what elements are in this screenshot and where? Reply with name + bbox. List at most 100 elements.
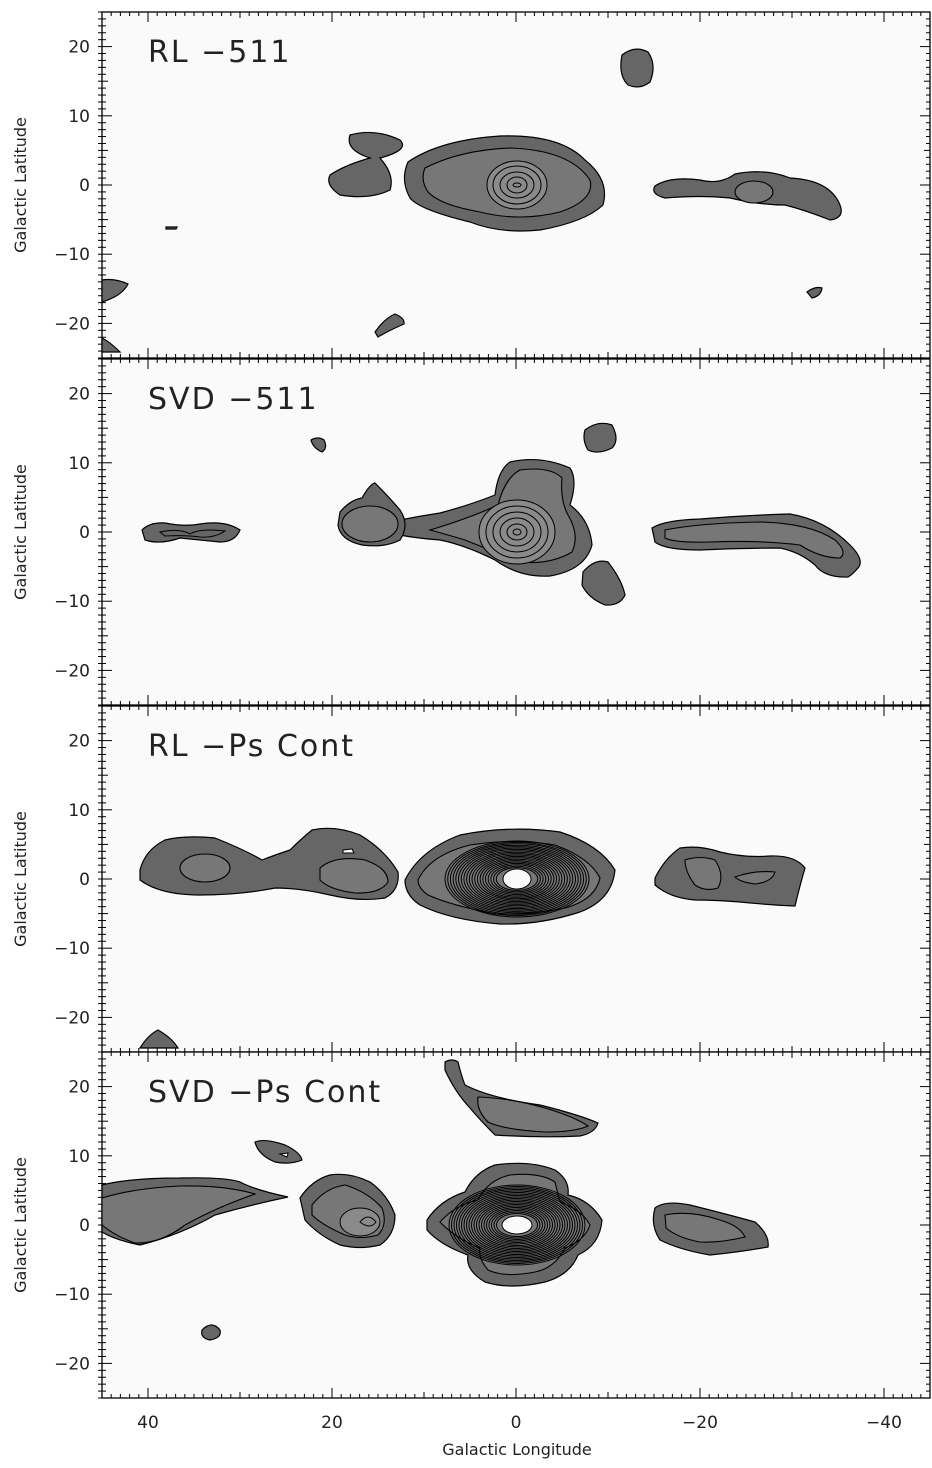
contour-top-right bbox=[620, 48, 654, 88]
y-tick-label: −10 bbox=[54, 1285, 90, 1305]
y-tick-label: 10 bbox=[68, 801, 90, 821]
y-tick-label: 0 bbox=[79, 1216, 90, 1236]
contour-ring bbox=[449, 843, 585, 915]
contour-left-blob-inner bbox=[341, 505, 399, 543]
y-axis-label: Galactic Latitude bbox=[11, 117, 30, 253]
y-tick-label: 10 bbox=[68, 107, 90, 127]
x-tick-label: 0 bbox=[511, 1413, 522, 1433]
contour-right-arm-inner bbox=[734, 180, 774, 204]
contour-ring bbox=[466, 1195, 568, 1255]
y-axis-label: Galactic Latitude bbox=[11, 811, 30, 947]
panel-label: SVD −Ps Cont bbox=[148, 1075, 382, 1110]
contour-small bbox=[310, 437, 327, 453]
y-tick-label: −20 bbox=[54, 661, 90, 681]
y-tick-label: 0 bbox=[79, 176, 90, 196]
contour-ring bbox=[485, 861, 549, 897]
contour-ring bbox=[458, 847, 576, 911]
contour-rings-central bbox=[444, 840, 590, 918]
panel-rl-ps-cont: 20 10 0 −10 −20 RL −Ps Cont Galactic Latitud… bbox=[11, 705, 931, 1053]
contour-left-inner-1 bbox=[179, 853, 231, 883]
y-tick-label: 0 bbox=[79, 870, 90, 890]
y-tick-label: 20 bbox=[68, 385, 90, 405]
contour-far-left bbox=[141, 522, 241, 543]
panel-label: SVD −511 bbox=[148, 382, 319, 417]
y-axis-label: Galactic Latitude bbox=[11, 464, 30, 600]
y-tick-label: −10 bbox=[54, 592, 90, 612]
contour-ring bbox=[458, 1190, 576, 1260]
contour-far-left-inner bbox=[101, 1185, 257, 1244]
contour-ring bbox=[468, 1196, 566, 1254]
contour-ring bbox=[473, 1199, 561, 1251]
y-tick-label: 10 bbox=[68, 1147, 90, 1167]
contour-ring bbox=[448, 1184, 586, 1266]
contour-small-1 bbox=[374, 313, 405, 338]
contour-regions bbox=[101, 1059, 769, 1341]
contour-ring bbox=[481, 1204, 553, 1246]
contour-ring bbox=[476, 1201, 558, 1249]
contour-ring bbox=[466, 851, 568, 907]
contour-ring bbox=[463, 1193, 571, 1257]
contour-core-5 bbox=[512, 182, 522, 188]
x-axis-label: Galactic Longitude bbox=[442, 1440, 591, 1459]
contour-ring bbox=[460, 848, 574, 910]
y-tick-label: 20 bbox=[68, 38, 90, 58]
contour-ring bbox=[478, 1202, 556, 1248]
contour-right bbox=[654, 846, 806, 907]
contour-edge-left bbox=[101, 278, 129, 303]
y-tick-label: −20 bbox=[54, 314, 90, 334]
contour-mid-left-peak bbox=[359, 1216, 377, 1227]
y-tick-label: −10 bbox=[54, 939, 90, 959]
contour-edge-corner bbox=[101, 337, 122, 353]
contour-ring bbox=[493, 865, 541, 893]
y-axis-label: Galactic Latitude bbox=[11, 1157, 30, 1293]
contour-top-streak-inner bbox=[477, 1096, 590, 1133]
contour-ring bbox=[495, 867, 539, 891]
x-tick-label: −20 bbox=[682, 1413, 718, 1433]
panel-rl-511: 20 10 0 −10 −20 RL −511 Galactic Latitude bbox=[11, 11, 931, 359]
contour-rings-central bbox=[448, 1184, 586, 1266]
y-tick-label: 10 bbox=[68, 454, 90, 474]
contour-ring bbox=[496, 1213, 538, 1237]
contour-left-hole bbox=[342, 848, 355, 854]
contour-far-left-inner bbox=[158, 529, 227, 538]
contour-core-1 bbox=[478, 499, 556, 565]
contour-ring bbox=[476, 857, 558, 901]
contour-tiny bbox=[165, 226, 178, 230]
contour-peak-hole bbox=[502, 868, 532, 890]
x-axis: 40 20 0 −20 −40 bbox=[137, 1413, 902, 1433]
contour-core-2 bbox=[485, 505, 549, 559]
contour-ring bbox=[468, 853, 566, 905]
contour-ring bbox=[447, 841, 587, 917]
contour-right-inner-2 bbox=[733, 871, 776, 885]
contour-core-1 bbox=[486, 160, 548, 210]
contour-core-3 bbox=[492, 511, 542, 553]
contour-ring bbox=[456, 1189, 578, 1261]
contour-core-4 bbox=[499, 517, 535, 547]
contour-right-arm-inner bbox=[664, 521, 844, 559]
y-tick-label: −20 bbox=[54, 1354, 90, 1374]
contour-core-5 bbox=[506, 523, 528, 541]
contour-ring bbox=[455, 846, 579, 912]
y-tick-label: 20 bbox=[68, 732, 90, 752]
contour-top-right bbox=[583, 422, 617, 453]
contour-ring bbox=[451, 1186, 583, 1264]
contour-left-inner-2 bbox=[319, 858, 389, 894]
panel-label: RL −511 bbox=[148, 35, 292, 70]
contour-right-inner-1 bbox=[684, 856, 722, 891]
contour-ring bbox=[452, 844, 582, 914]
contour-ring bbox=[493, 1211, 541, 1239]
contour-regions bbox=[138, 827, 806, 1049]
contour-ring bbox=[453, 1187, 581, 1263]
contour-ring bbox=[474, 855, 560, 903]
contour-core-2 bbox=[492, 165, 542, 205]
contour-bottom-edge bbox=[138, 1029, 180, 1049]
contour-ring bbox=[444, 840, 590, 918]
x-tick-label: 40 bbox=[137, 1413, 159, 1433]
contour-ring bbox=[471, 1198, 563, 1252]
contour-ring bbox=[487, 862, 547, 896]
contour-small-bottom bbox=[201, 1324, 221, 1341]
contour-ring bbox=[491, 1210, 543, 1240]
contour-small-upper bbox=[254, 1139, 303, 1164]
